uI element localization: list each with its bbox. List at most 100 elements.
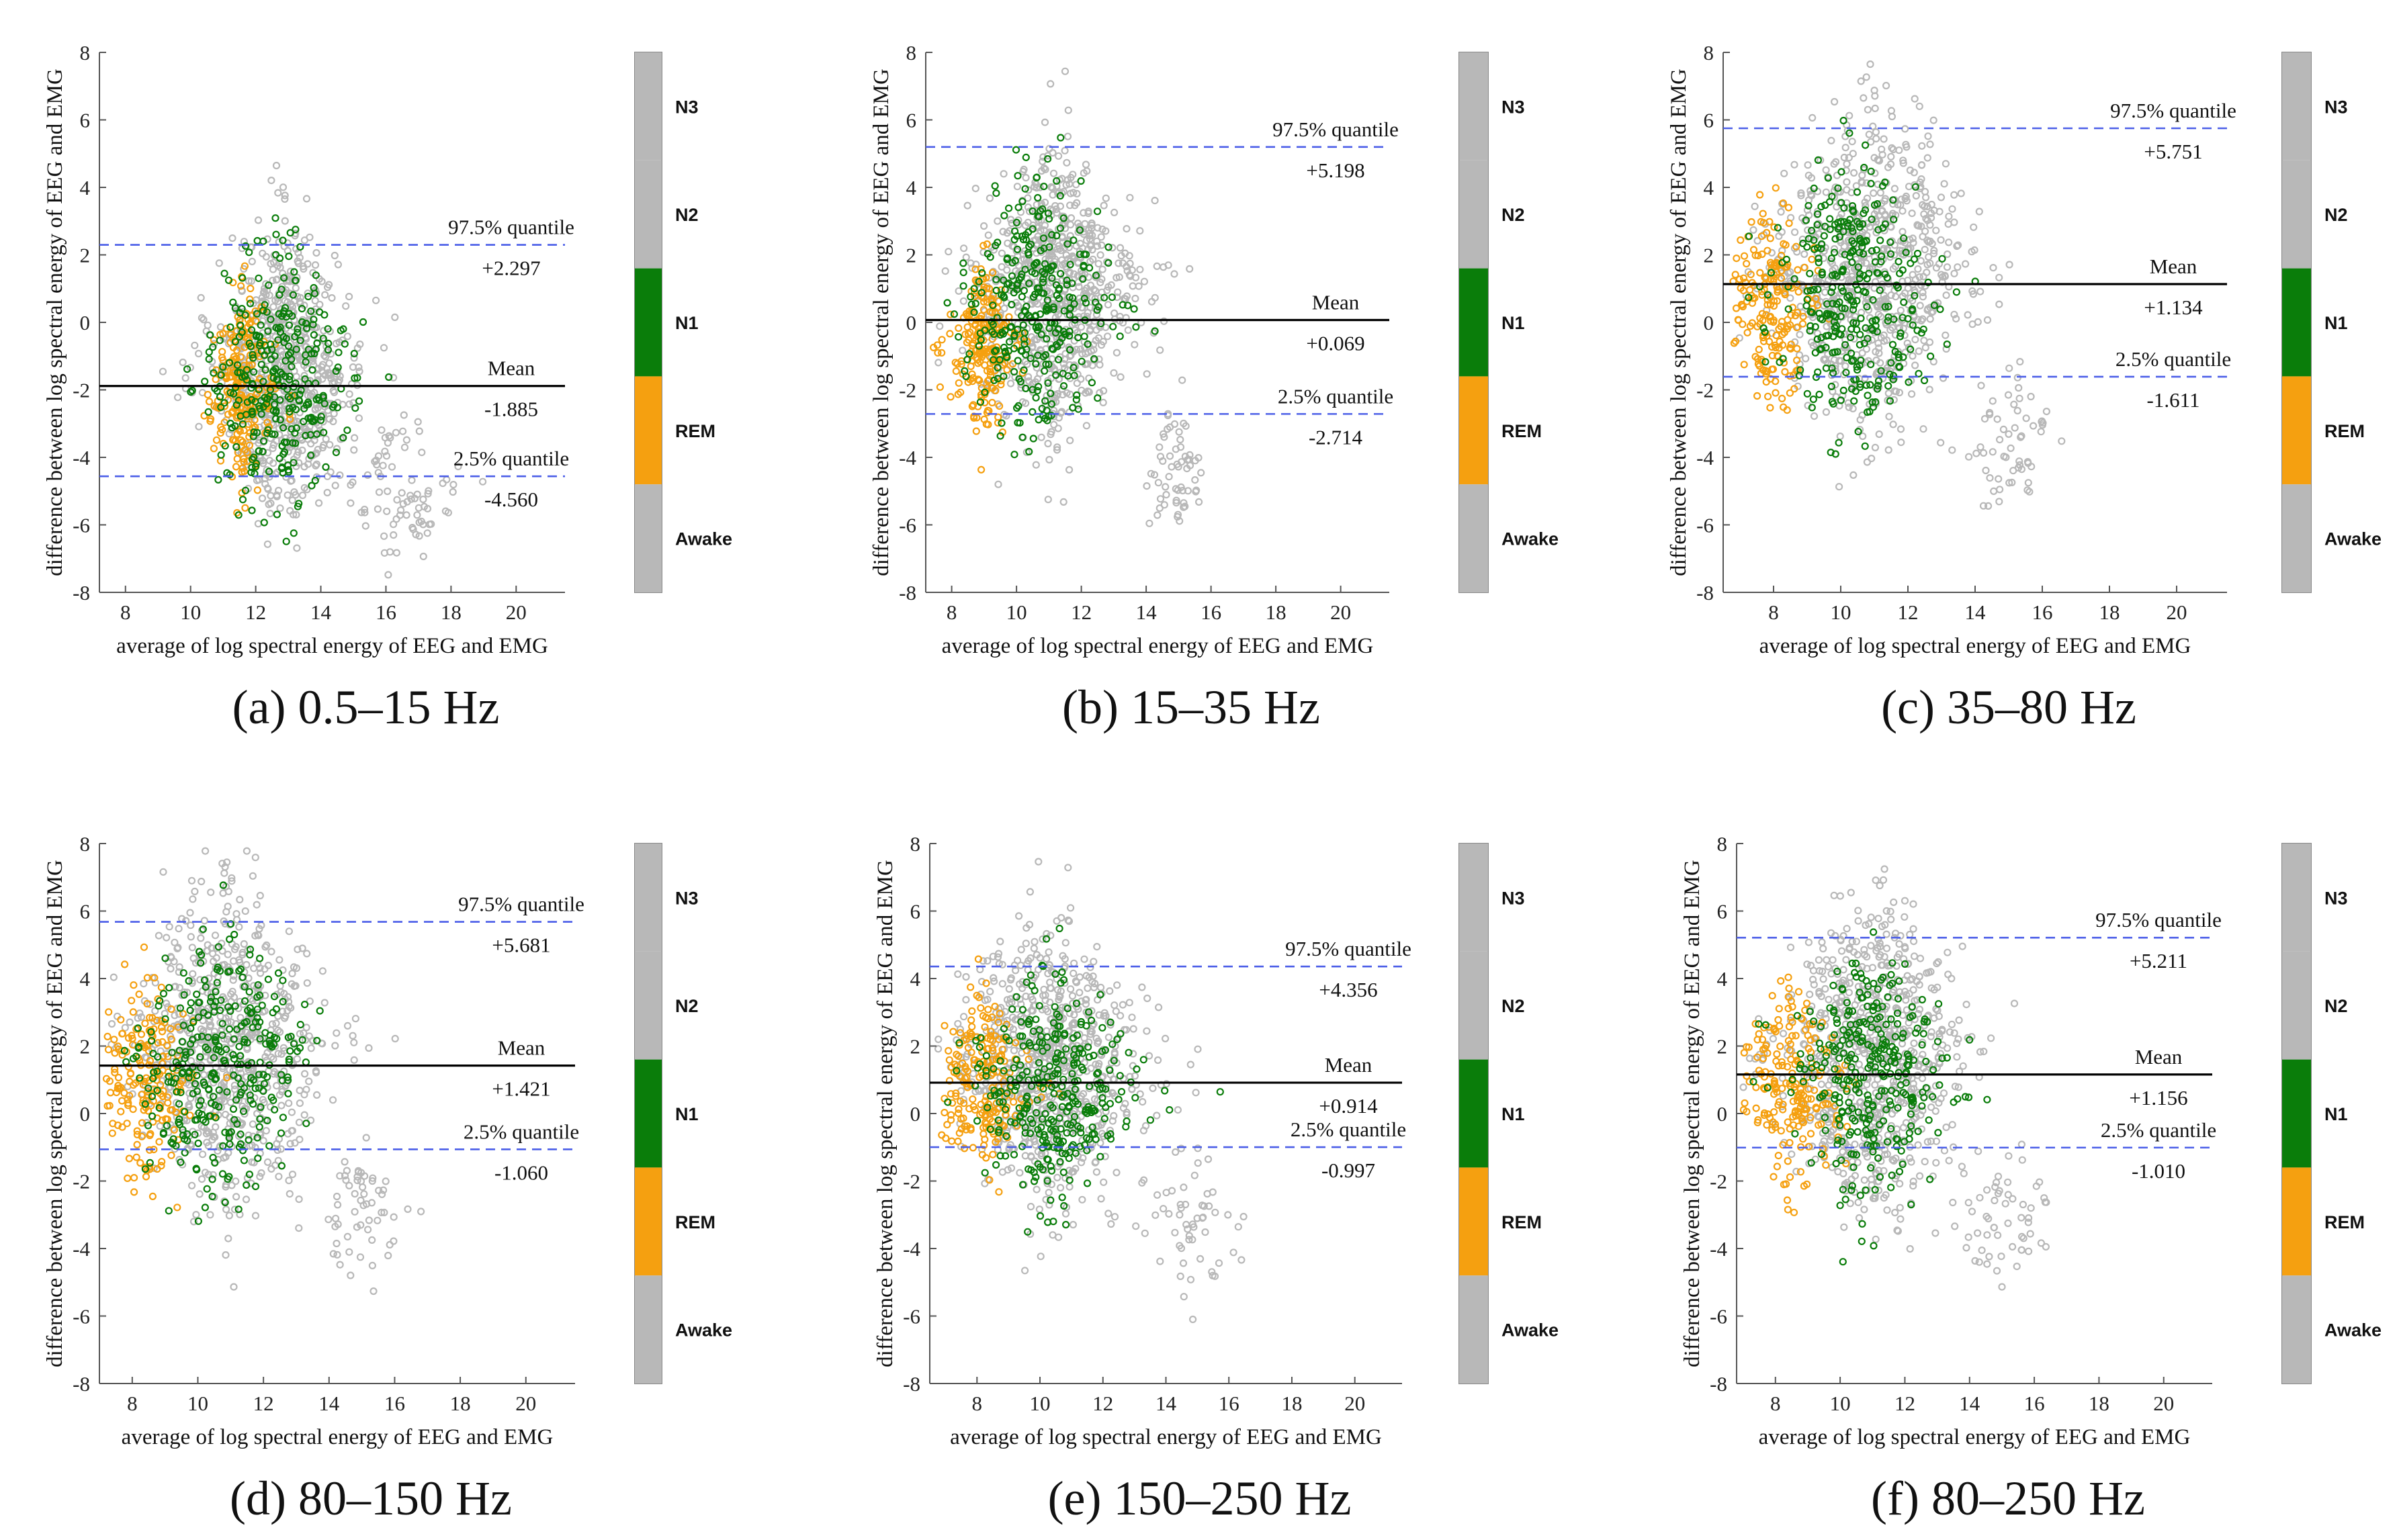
scatter-point-awake [341,1158,349,1166]
scatter-point-n1 [1920,376,1929,385]
scatter-point-awake [163,934,171,942]
scatter-point-awake [414,418,422,426]
scatter-point-rem [983,240,991,248]
scatter-point-rem [963,323,971,331]
scatter-point-n1 [214,475,222,484]
scatter-point-awake [243,847,251,855]
scatter-point-rem [105,1008,113,1016]
scatter-point-awake [195,1190,204,1198]
scatter-point-awake [1995,300,2003,308]
scatter-point-awake [1896,425,1905,433]
y-tick-label: -6 [73,514,90,537]
scatter-point-awake [1954,263,1962,271]
y-tick-label: -4 [73,446,90,469]
scatter-point-awake [330,377,339,386]
scatter-point-awake [1110,208,1119,216]
scatter-point-n1 [1018,293,1026,301]
scatter-point-awake [351,1208,359,1216]
y-tick-label: 2 [1704,244,1714,267]
scatter-point-awake [313,1091,321,1099]
scatter-point-awake [264,961,272,970]
scatter-point-awake [1845,111,1853,120]
scatter-point-rem [260,338,268,346]
scatter-point-awake [350,1038,358,1046]
scatter-point-rem [123,1120,131,1128]
scatter-point-awake [1103,332,1112,341]
scatter-point-awake [1117,373,1125,381]
scatter-point-awake [254,216,263,224]
scatter-point-n1 [204,408,212,416]
scatter-point-awake [198,314,206,322]
scatter-point-awake [310,361,318,369]
scatter-point-awake [1827,136,1835,144]
colorbar-label-rem: REM [2324,421,2365,441]
scatter-point-rem [938,349,946,357]
scatter-point-rem [1755,345,1763,354]
lower-quantile-label: 2.5% quantile [1278,384,1393,408]
scatter-point-awake [1980,414,1989,423]
scatter-point-rem [1766,404,1774,412]
scatter-point-awake [984,231,992,239]
scatter-point-awake [1918,142,1926,150]
scatter-point-awake [215,259,223,267]
scatter-point-awake [1045,455,1053,464]
scatter-point-awake [1937,439,1945,447]
scatter-point-awake [374,1216,382,1224]
scatter-point-rem [135,990,143,999]
scatter-point-n1 [332,367,340,375]
scatter-point-n1 [1825,198,1834,206]
scatter-point-rem [1794,287,1802,296]
scatter-point-rem [103,1032,112,1041]
scatter-point-awake [1989,397,1997,405]
scatter-point-n1 [226,323,234,331]
scatter-point-awake [1131,341,1139,349]
scatter-point-awake [1932,226,1940,234]
upper-quantile-value: +5.751 [2144,140,2202,163]
scatter-point-awake [356,1253,365,1261]
x-tick-label: 14 [1965,600,1987,624]
scatter-point-awake [140,979,148,988]
scatter-point-n1 [1014,172,1022,180]
scatter-point-rem [1749,246,1758,254]
scatter-point-awake [1896,306,1905,314]
scatter-point-n1 [1927,352,1935,361]
scatter-point-n1 [220,399,228,407]
scatter-point-n1 [250,368,258,376]
scatter-point-awake [1925,253,1933,261]
scatter-point-n1 [277,1129,286,1137]
scatter-point-rem [129,1008,137,1016]
colorbar-label-n1: N1 [675,313,699,333]
scatter-point-awake [941,267,949,275]
scatter-point-awake [408,476,416,484]
scatter-point-rem [222,374,230,383]
scatter-point-rem [286,415,294,423]
scatter-point-awake [264,306,272,314]
scatter-point-awake [1995,498,2003,506]
scatter-point-awake [191,887,199,896]
scatter-point-awake [126,1018,134,1026]
scatter-point-rem [140,943,148,951]
scatter-point-awake [390,1237,398,1245]
scatter-point-rem [263,418,271,426]
scatter-point-awake [1926,140,1934,148]
scatter-point-awake [230,1081,238,1089]
scatter-point-n1 [286,229,294,237]
scatter-point-awake [1982,466,1990,475]
scatter-point-awake [1175,428,1183,436]
scatter-point-awake [300,265,308,273]
scatter-point-awake [300,371,308,380]
scatter-point-awake [312,461,320,470]
scatter-point-awake [232,1193,241,1201]
scatter-point-awake [295,1224,303,1232]
scatter-point-awake [1965,453,1973,461]
x-tick-label: 10 [180,600,201,624]
scatter-point-awake [400,411,408,419]
scatter-point-rem [1781,367,1789,376]
scatter-point-awake [308,390,316,398]
scatter-point-awake [1999,425,2007,434]
scatter-point-awake [1950,191,1958,199]
scatter-point-rem [1733,255,1741,263]
scatter-point-n1 [351,404,359,412]
scatter-point-awake [224,950,232,958]
